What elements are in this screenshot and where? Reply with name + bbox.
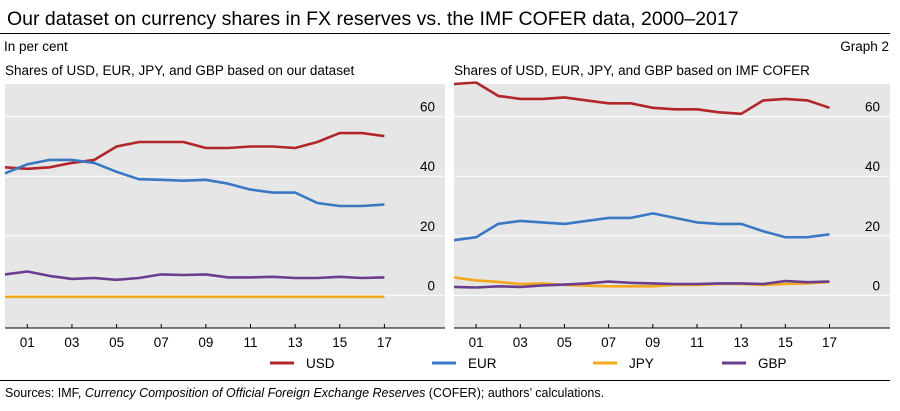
figure-title: Our dataset on currency shares in FX res…: [7, 8, 739, 30]
x-tick-label: 01: [20, 335, 35, 350]
series-line-eur: [453, 212, 830, 242]
series-line-gbp: [4, 270, 385, 282]
y-tick-label: 40: [865, 159, 880, 174]
source-prefix: Sources: IMF,: [5, 386, 85, 400]
left-panel: Shares of USD, EUR, JPY, and GBP based o…: [4, 63, 445, 350]
panel-title: Shares of USD, EUR, JPY, and GBP based o…: [454, 63, 810, 78]
legend-label-usd: USD: [306, 356, 335, 371]
x-tick-label: 07: [154, 335, 169, 350]
x-tick-label: 03: [64, 335, 79, 350]
x-tick-label: 15: [332, 335, 347, 350]
x-tick-label: 05: [557, 335, 572, 350]
series-line-usd: [4, 131, 385, 171]
legend-label-jpy: JPY: [629, 356, 654, 371]
y-tick-label: 60: [865, 100, 880, 115]
x-tick-label: 11: [690, 335, 704, 350]
x-tick-label: 03: [513, 335, 528, 350]
x-tick-label: 09: [198, 335, 213, 350]
x-tick-label: 01: [469, 335, 484, 350]
x-tick-label: 17: [377, 335, 392, 350]
plot-background: [454, 84, 890, 328]
source-suffix: (COFER); authors’ calculations.: [425, 386, 604, 400]
y-tick-label: 20: [420, 219, 435, 234]
legend: USD EUR JPY GBP: [270, 356, 787, 371]
legend-label-eur: EUR: [468, 356, 497, 371]
series-line-usd: [453, 81, 830, 116]
y-tick-label: 40: [420, 159, 435, 174]
y-tick-label: 0: [427, 278, 435, 293]
y-tick-label: 60: [420, 100, 435, 115]
right-panel: Shares of USD, EUR, JPY, and GBP based o…: [453, 63, 890, 350]
panel-title: Shares of USD, EUR, JPY, and GBP based o…: [5, 63, 354, 78]
x-tick-label: 09: [645, 335, 660, 350]
legend-label-gbp: GBP: [758, 356, 787, 371]
x-tick-label: 11: [243, 335, 257, 350]
series-line-eur: [4, 158, 385, 208]
y-tick-label: 20: [865, 219, 880, 234]
source-note: Sources: IMF, Currency Composition of Of…: [5, 386, 604, 400]
x-tick-label: 07: [601, 335, 616, 350]
x-tick-label: 15: [778, 335, 793, 350]
source-publication: Currency Composition of Official Foreign…: [85, 386, 425, 400]
x-tick-label: 13: [288, 335, 303, 350]
graph-label: Graph 2: [840, 39, 889, 54]
y-tick-label: 0: [872, 278, 880, 293]
units-label: In per cent: [4, 39, 68, 54]
series-line-gbp: [453, 279, 830, 289]
x-tick-label: 05: [109, 335, 124, 350]
x-tick-label: 17: [822, 335, 837, 350]
x-tick-label: 13: [734, 335, 749, 350]
